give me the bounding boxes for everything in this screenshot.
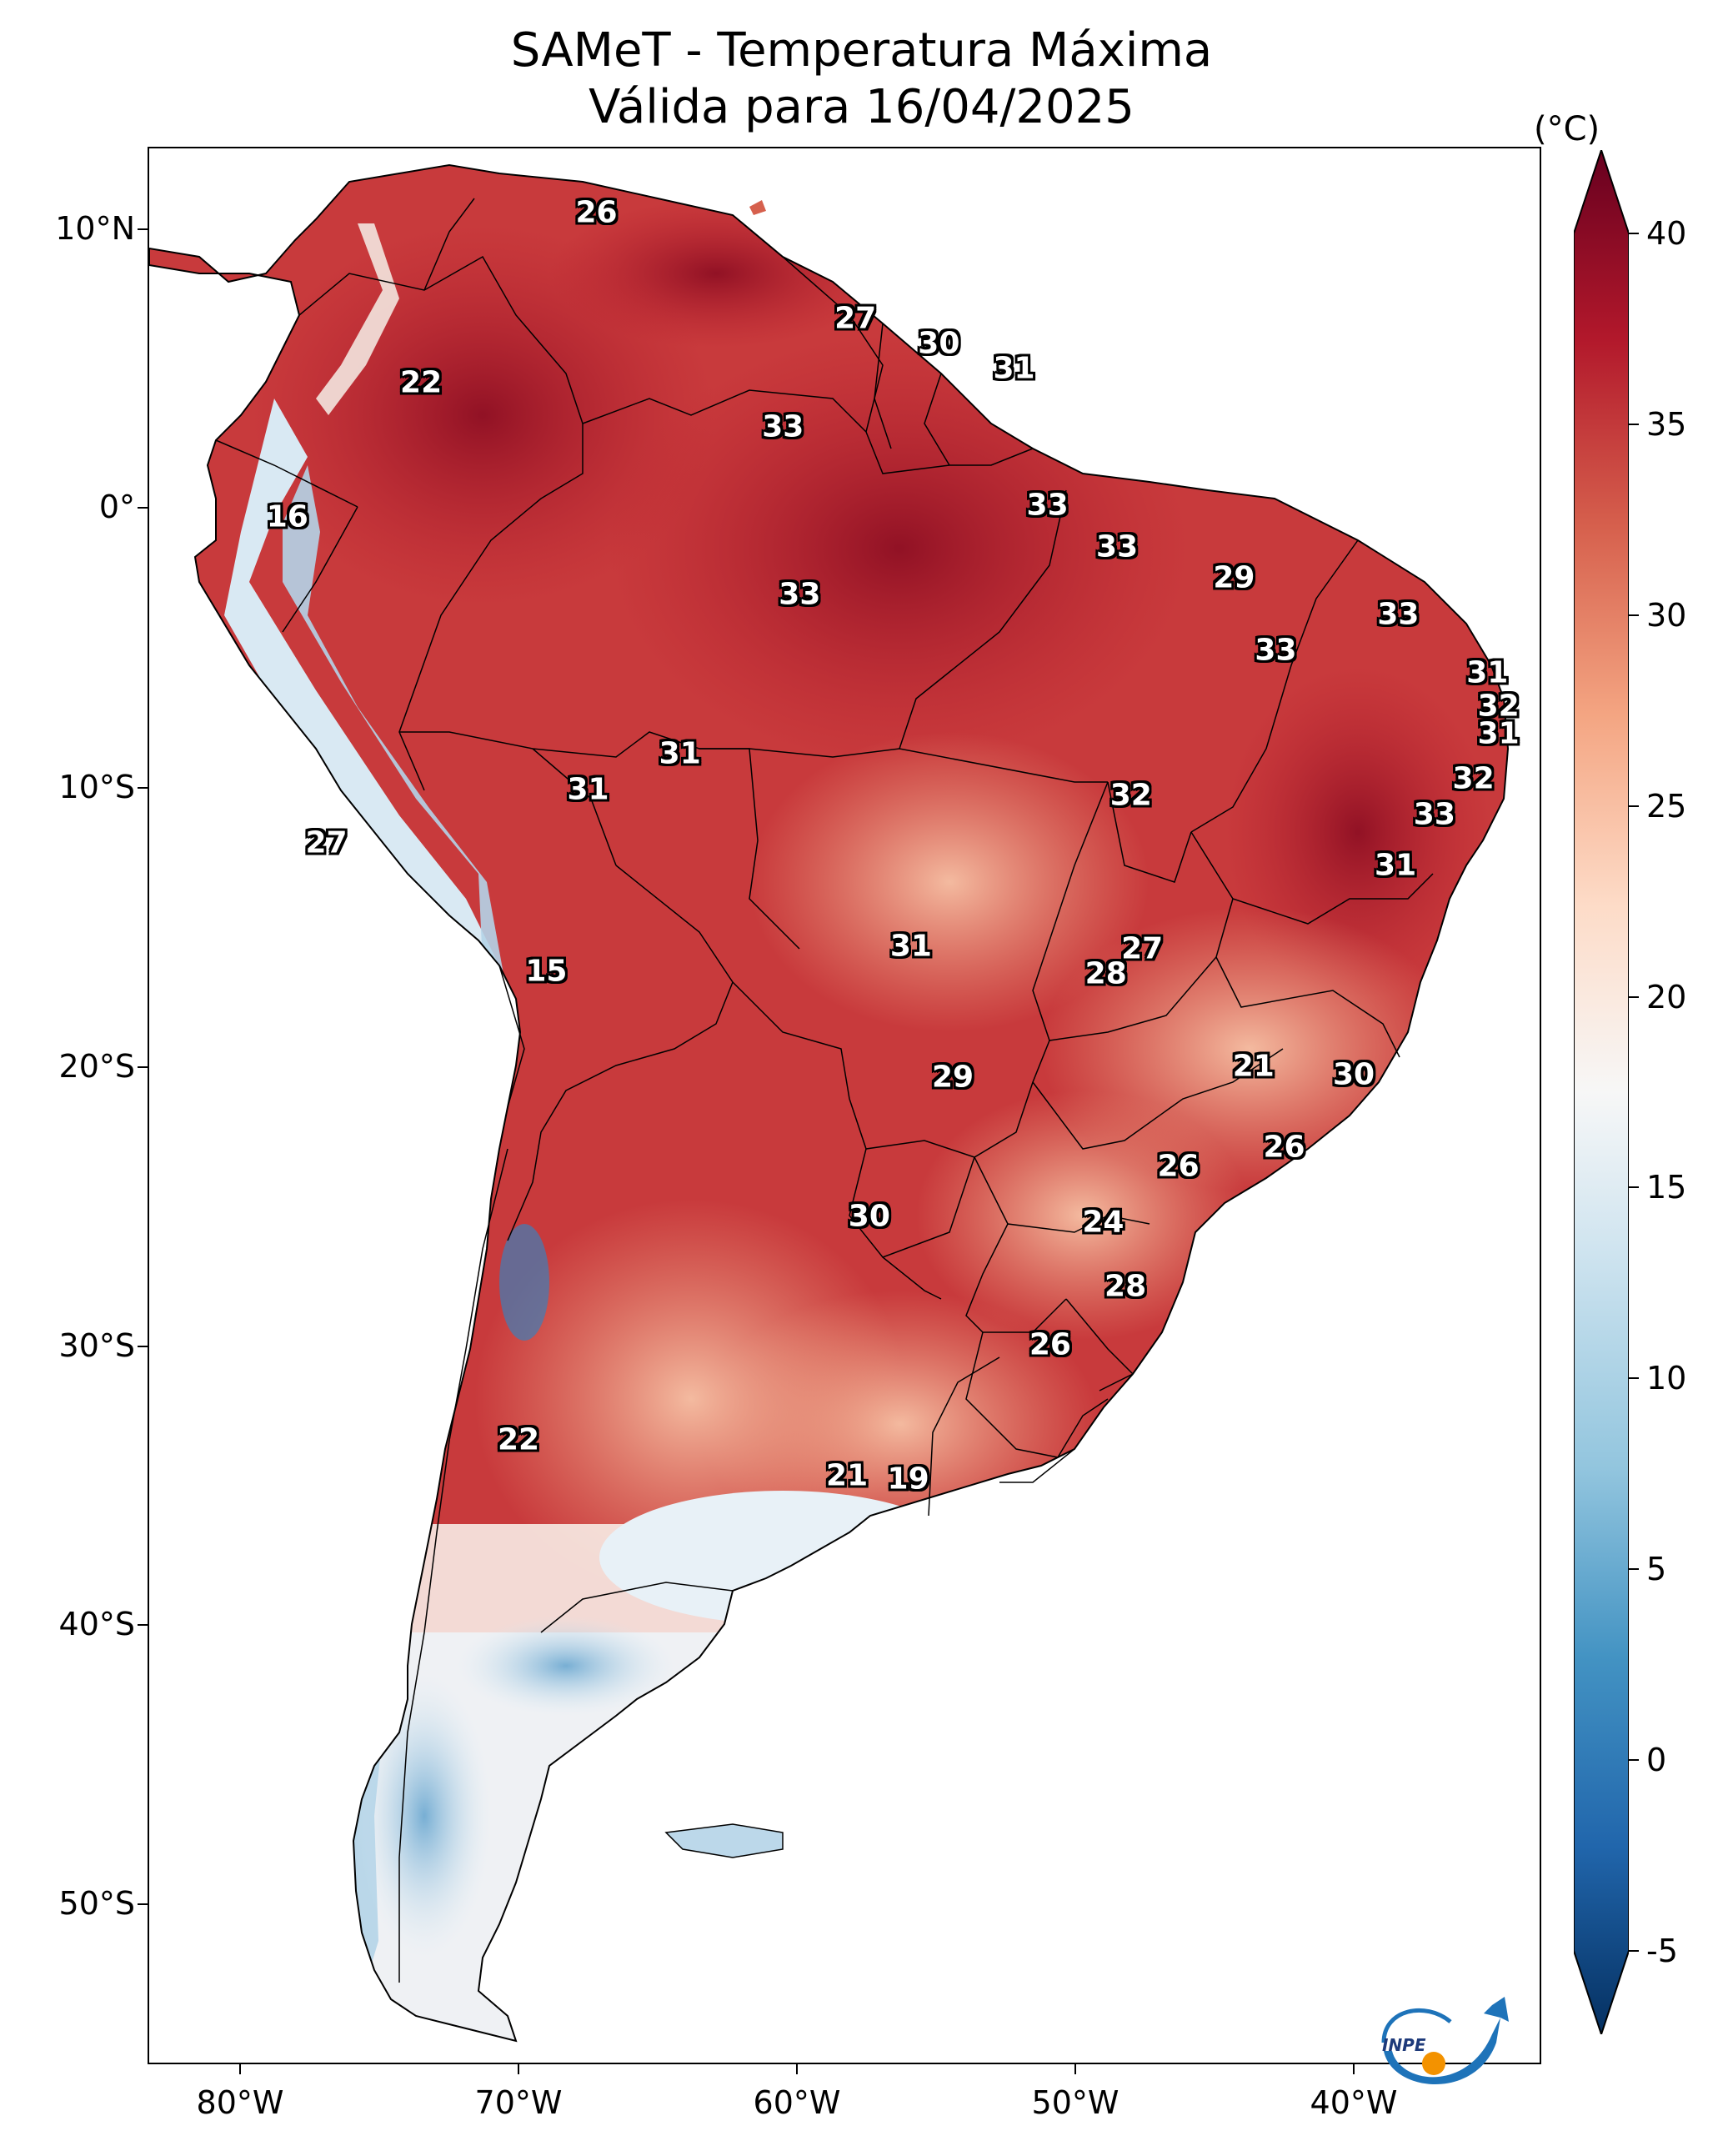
map-subtitle: Válida para 16/04/2025 (589, 80, 1134, 134)
lat-label-0: 0° (98, 489, 135, 525)
lon-label-50w: 50°W (1031, 2084, 1119, 2121)
map-value-label: 27 (834, 301, 877, 336)
colorbar-tick (1629, 1377, 1639, 1380)
country-borders (215, 198, 1434, 1983)
colorbar-tick (1629, 1950, 1639, 1952)
colorbar-tick-label: -5 (1646, 1933, 1678, 1969)
map-value-label: 29 (931, 1060, 974, 1095)
colorbar (1574, 150, 1629, 2034)
lon-label-60w: 60°W (753, 2084, 841, 2121)
map-value-label: 31 (567, 772, 609, 807)
colorbar-tick-label: 25 (1646, 787, 1687, 825)
lat-label-10n: 10°N (55, 210, 135, 247)
lon-tick (518, 2064, 519, 2074)
colorbar-tick (1629, 805, 1639, 807)
lat-tick (138, 787, 148, 789)
map-value-label: 26 (1263, 1130, 1305, 1164)
map-value-label: 31 (659, 736, 701, 771)
map-value-label: 32 (1109, 778, 1152, 813)
colorbar-tick (1629, 614, 1639, 616)
colorbar-units: (°C) (1534, 110, 1600, 148)
inpe-logo: INPE (1381, 1997, 1509, 2084)
lon-tick (796, 2064, 798, 2074)
colorbar-tick-label: 0 (1646, 1742, 1667, 1779)
temperature-map (149, 148, 1540, 2063)
map-value-label: 28 (1084, 956, 1127, 991)
map-value-label: 33 (1413, 797, 1455, 832)
map-value-label: 31 (1466, 655, 1509, 690)
map-value-label: 21 (1232, 1049, 1275, 1083)
colorbar-tick (1629, 1186, 1639, 1189)
lat-tick (138, 1066, 148, 1068)
lat-tick (138, 1903, 148, 1905)
map-value-label: 19 (887, 1462, 929, 1497)
lon-label-80w: 80°W (196, 2084, 284, 2121)
lat-tick (138, 1346, 148, 1347)
map-value-label: 33 (762, 409, 804, 444)
colorbar-tick-label: 40 (1646, 215, 1687, 252)
lon-tick (1353, 2064, 1355, 2074)
colorbar-tick (1629, 233, 1639, 234)
colorbar-tick-label: 10 (1646, 1360, 1687, 1397)
map-value-label: 33 (1255, 633, 1297, 668)
map-value-label: 31 (1477, 716, 1520, 751)
colorbar-tick-label: 30 (1646, 596, 1687, 634)
map-value-label: 30 (918, 326, 960, 361)
lat-tick (138, 1624, 148, 1626)
map-value-label: 26 (575, 195, 618, 230)
map-value-label: 26 (1157, 1149, 1200, 1184)
lat-label-10s: 10°S (58, 769, 135, 805)
map-value-label: 33 (1026, 488, 1069, 523)
colorbar-tick-label: 20 (1646, 978, 1687, 1015)
map-value-label: 30 (1332, 1057, 1375, 1092)
map-value-label: 21 (826, 1458, 869, 1493)
map-value-label: 27 (1121, 931, 1164, 966)
colorbar-tick (1629, 1759, 1639, 1762)
map-value-label: 22 (497, 1422, 540, 1457)
lat-label-20s: 20°S (58, 1048, 135, 1085)
map-title: SAMeT - Temperatura Máxima (510, 23, 1213, 78)
map-value-label: 29 (1213, 560, 1255, 595)
map-value-label: 31 (1375, 848, 1417, 883)
map-value-label: 33 (779, 577, 821, 612)
lat-tick (138, 228, 148, 230)
lat-label-30s: 30°S (58, 1327, 135, 1364)
colorbar-tick-label: 35 (1646, 405, 1687, 443)
map-value-label: 31 (993, 351, 1035, 386)
map-value-label: 28 (1104, 1269, 1147, 1304)
map-value-label: 31 (889, 929, 932, 964)
lon-tick (1074, 2064, 1076, 2074)
lon-label-70w: 70°W (474, 2084, 563, 2121)
lat-tick (138, 507, 148, 509)
map-value-label: 30 (848, 1199, 890, 1234)
map-value-label: 32 (1452, 761, 1495, 796)
inpe-logo-text: INPE (1382, 2035, 1426, 2055)
colorbar-tick (1629, 1568, 1639, 1571)
map-value-label: 26 (1029, 1327, 1071, 1362)
map-value-label: 22 (400, 365, 443, 400)
map-value-label: 15 (525, 954, 568, 989)
colorbar-tick (1629, 423, 1639, 425)
map-frame (148, 147, 1541, 2064)
map-value-label: 27 (305, 825, 348, 860)
lat-label-40s: 40°S (58, 1606, 135, 1642)
colorbar-tick-label: 5 (1646, 1551, 1667, 1588)
colorbar-tick (1629, 995, 1639, 998)
map-value-label: 33 (1096, 529, 1139, 564)
lon-tick (239, 2064, 241, 2074)
map-value-label: 24 (1082, 1205, 1124, 1240)
colorbar-tick-label: 15 (1646, 1169, 1687, 1206)
map-value-label: 32 (1477, 689, 1520, 724)
lon-label-40w: 40°W (1310, 2084, 1398, 2121)
map-value-label: 16 (266, 499, 308, 534)
lat-label-50s: 50°S (58, 1885, 135, 1922)
map-value-label: 33 (1377, 597, 1420, 632)
